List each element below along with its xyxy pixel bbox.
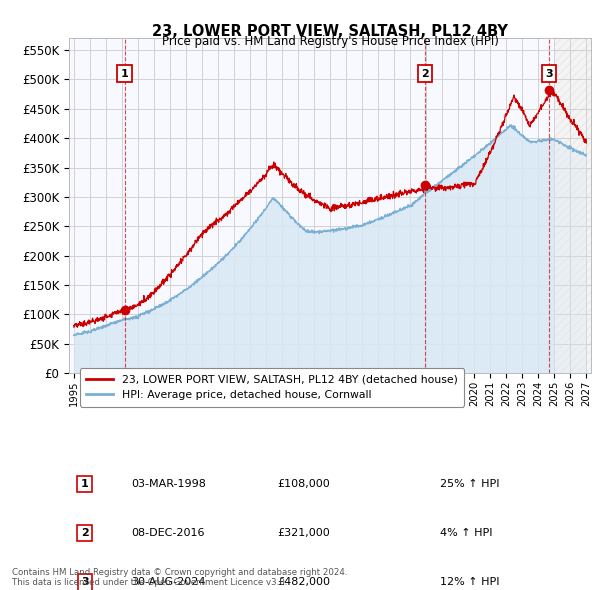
Text: 2: 2 (421, 68, 429, 78)
Text: 12% ↑ HPI: 12% ↑ HPI (440, 577, 499, 587)
Text: 2: 2 (81, 528, 89, 538)
Text: 03-MAR-1998: 03-MAR-1998 (131, 479, 206, 489)
Text: 08-DEC-2016: 08-DEC-2016 (131, 528, 205, 538)
Text: Contains HM Land Registry data © Crown copyright and database right 2024.
This d: Contains HM Land Registry data © Crown c… (12, 568, 347, 587)
Text: 3: 3 (545, 68, 553, 78)
Text: 3: 3 (81, 577, 88, 587)
Text: £482,000: £482,000 (277, 577, 330, 587)
Bar (554, 38, 591, 373)
Text: £321,000: £321,000 (277, 528, 330, 538)
Text: £108,000: £108,000 (277, 479, 330, 489)
Text: 23, LOWER PORT VIEW, SALTASH, PL12 4BY: 23, LOWER PORT VIEW, SALTASH, PL12 4BY (152, 24, 508, 38)
Legend: 23, LOWER PORT VIEW, SALTASH, PL12 4BY (detached house), HPI: Average price, det: 23, LOWER PORT VIEW, SALTASH, PL12 4BY (… (80, 368, 464, 407)
Bar (554, 38, 591, 373)
Text: 1: 1 (81, 479, 89, 489)
Text: 1: 1 (121, 68, 128, 78)
Text: 25% ↑ HPI: 25% ↑ HPI (440, 479, 499, 489)
Text: Price paid vs. HM Land Registry's House Price Index (HPI): Price paid vs. HM Land Registry's House … (161, 35, 499, 48)
Text: 30-AUG-2024: 30-AUG-2024 (131, 577, 206, 587)
Text: 4% ↑ HPI: 4% ↑ HPI (440, 528, 492, 538)
